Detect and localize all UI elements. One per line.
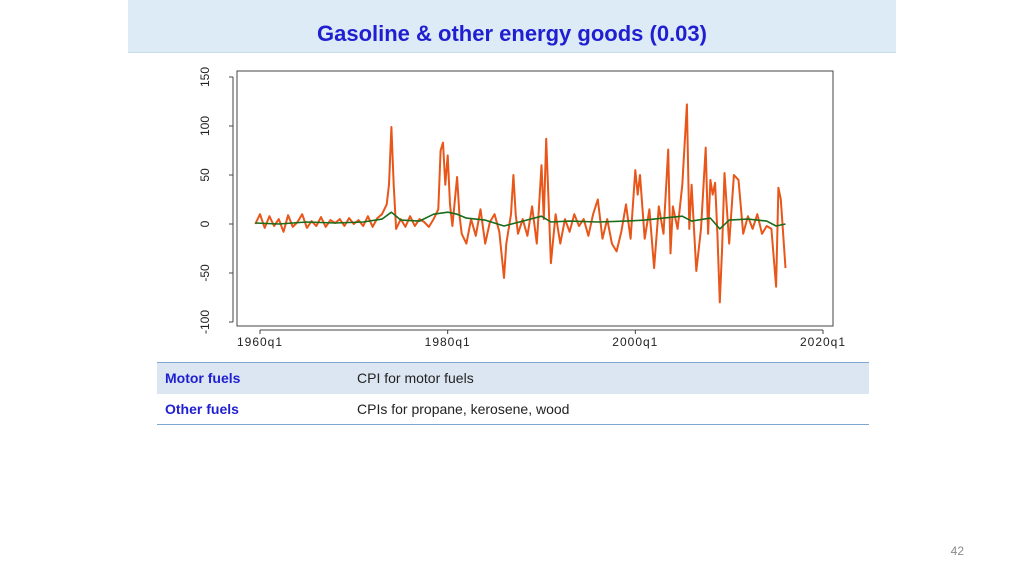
plot-frame: [236, 70, 834, 327]
series-line-1: [254, 103, 787, 304]
line-chart: -100 -50 0 50 100 150 1960q1 1980q1 2000q1 2020q1: [198, 67, 846, 349]
y-tick-label: -100: [198, 310, 212, 334]
title-bar: Gasoline & other energy goods (0.03): [128, 0, 896, 53]
row-description: CPI for motor fuels: [357, 370, 474, 387]
page-title: Gasoline & other energy goods (0.03): [317, 21, 707, 46]
y-tick-label: 50: [198, 168, 212, 182]
table-row: Other fuels CPIs for propane, kerosene, …: [157, 394, 869, 425]
row-description: CPIs for propane, kerosene, wood: [357, 400, 570, 417]
y-tick-label: 0: [198, 220, 212, 227]
row-name: Other fuels: [165, 400, 239, 417]
table-row: Motor fuels CPI for motor fuels: [157, 362, 869, 394]
x-tick-label: 1980q1: [425, 335, 471, 349]
series-line-2: [255, 211, 786, 230]
y-tick-label: -50: [198, 264, 212, 282]
y-tick-label: 100: [198, 116, 212, 136]
x-tick-label: 2000q1: [612, 335, 658, 349]
x-tick-label: 1960q1: [237, 335, 283, 349]
legend-table: Motor fuels CPI for motor fuels Other fu…: [157, 362, 869, 425]
row-name: Motor fuels: [165, 370, 241, 387]
x-tick-label: 2020q1: [800, 335, 846, 349]
y-tick-label: 150: [198, 67, 212, 87]
page-number: 42: [950, 544, 964, 558]
